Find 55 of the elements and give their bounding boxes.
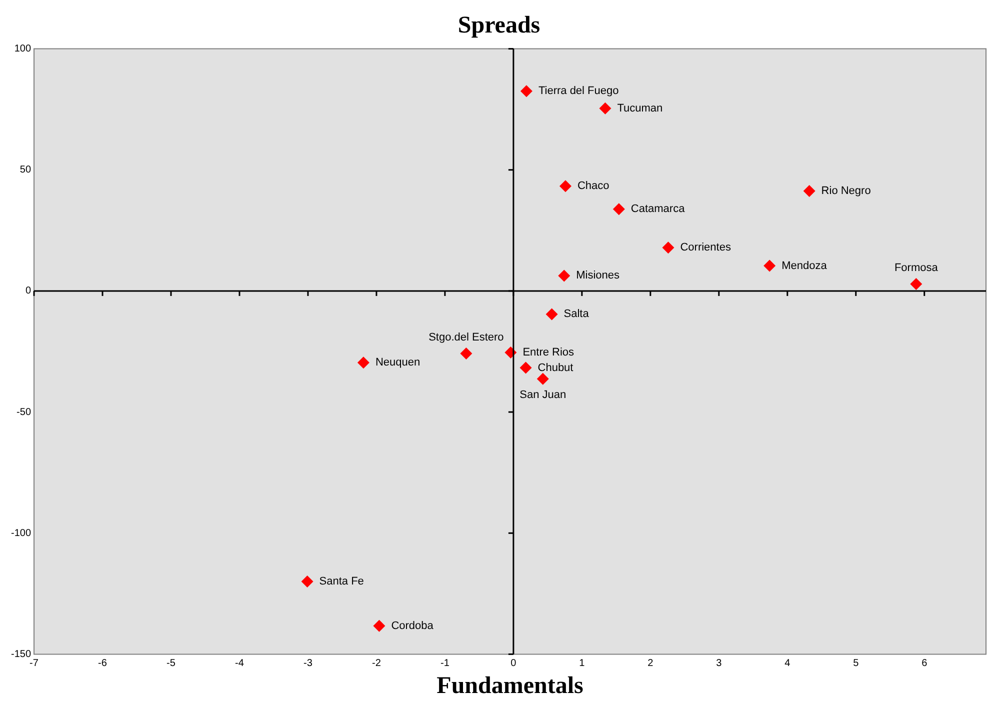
x-tick-label: -3 [304,658,313,669]
point [536,372,549,385]
annotation: San Juan [520,388,566,401]
annotation: Catamarca [630,203,686,216]
x-tick-label: 2 [648,658,654,669]
chart-title: Spreads [458,12,540,39]
annotation: Entre Rios [522,346,575,358]
x-tick-label: 4 [784,658,791,669]
point [558,270,570,282]
annotation: Neuquen [375,356,420,369]
annotation: Santa Fe [319,576,364,588]
annotation: Corrientes [680,242,732,254]
annotation: Chubut [538,362,574,374]
y-tick-label: 0 [25,286,32,297]
point [910,278,922,290]
x-tick-label: -6 [98,658,108,669]
point [662,242,674,254]
point [599,102,612,114]
point [612,203,625,216]
point [520,85,532,98]
x-tick-label: 5 [853,658,860,669]
x-tick-label: -1 [440,658,450,669]
annotation: Rio Negro [821,184,871,197]
y-tick-label: 100 [14,44,32,55]
annotation: Tucuman [617,102,663,114]
point [520,362,532,374]
annotation: Formosa [894,262,939,274]
annotation: Tierra del Fuego [538,85,619,98]
x-tick-label: -7 [30,658,39,669]
x-tick-label: -4 [235,658,244,669]
annotation: Misiones [576,270,620,282]
y-tick-label: -50 [16,406,32,418]
annotation: Chaco [577,180,610,192]
annotation: Mendoza [782,260,828,272]
annotation: Salta [564,308,590,320]
point [357,356,370,369]
y-tick-label: -150 [11,648,32,660]
x-tick-label: 3 [716,658,722,669]
annotation: Stgo.del Estero [428,331,504,344]
annotation: Cordoba [391,620,434,632]
x-tick-label: -5 [166,658,176,669]
x-axis-title: Fundamentals [436,672,584,699]
point [301,576,314,588]
point [373,620,386,632]
point [460,347,472,360]
x-tick-label: 0 [510,658,517,669]
point [764,260,776,272]
point [546,308,558,320]
y-tick-label: 50 [20,164,32,176]
x-tick-label: -2 [372,658,382,669]
x-tick-label: 6 [922,658,928,669]
point [803,184,816,197]
y-tick-label: -100 [11,528,32,539]
x-tick-label: 1 [579,658,586,669]
point [559,180,572,192]
